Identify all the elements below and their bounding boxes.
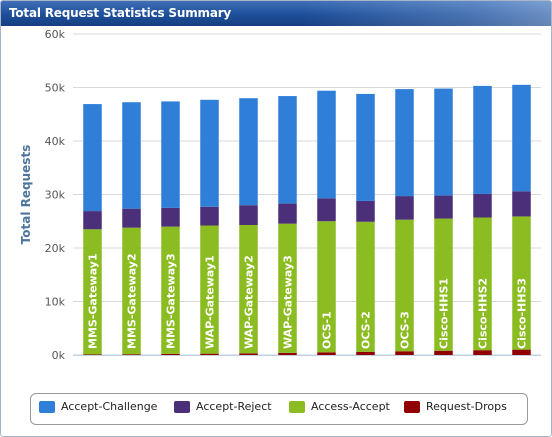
category-label: OCS-3 xyxy=(399,311,412,349)
bar-segment xyxy=(317,90,336,199)
bar-segment xyxy=(395,219,414,352)
panel-title: Total Request Statistics Summary xyxy=(9,6,232,20)
bar-segment xyxy=(395,196,414,220)
bar-segment xyxy=(83,211,102,230)
legend-swatch-accept-reject xyxy=(174,401,190,413)
bar-segment xyxy=(200,206,219,226)
legend-swatch-request-drops xyxy=(404,401,420,413)
bar-segment xyxy=(473,217,492,351)
bar-segment xyxy=(122,227,141,355)
y-tick-label: 30k xyxy=(45,189,66,202)
category-label: Cisco-HHS3 xyxy=(516,278,529,349)
bar-segment xyxy=(161,226,180,354)
stacked-bar-chart: 0k 10k 20k 30k 40k 50k 60k Total Requests MMS-Ga… xyxy=(19,28,541,362)
category-label: Cisco-HHS2 xyxy=(477,278,490,349)
y-tick-label: 60k xyxy=(45,28,66,41)
bar-segment xyxy=(161,353,180,355)
bar-segment xyxy=(161,101,180,208)
bar-segment xyxy=(512,349,531,355)
bar-segment xyxy=(356,221,375,352)
bar-segment xyxy=(434,218,453,351)
bar-segment xyxy=(122,102,141,209)
bar-segment xyxy=(317,352,336,355)
bar-segment xyxy=(356,351,375,355)
title-bar-gloss xyxy=(301,1,551,26)
bar-segment xyxy=(83,104,102,212)
bar-segment xyxy=(434,195,453,219)
bar-segment xyxy=(161,207,180,227)
bar-segment xyxy=(83,354,102,355)
bar-segment xyxy=(200,99,219,207)
bar-segment xyxy=(356,93,375,201)
category-label: WAP-Gateway2 xyxy=(243,255,256,349)
category-label: Cisco-HHS1 xyxy=(438,278,451,349)
y-tick-label: 10k xyxy=(45,296,66,309)
legend-swatch-access-accept xyxy=(289,401,305,413)
category-label: OCS-1 xyxy=(321,311,334,349)
category-label: WAP-Gateway3 xyxy=(282,255,295,349)
bar-segment xyxy=(512,191,531,217)
y-tick-label: 20k xyxy=(45,242,66,255)
bar-segment xyxy=(395,351,414,355)
bar-segment xyxy=(473,350,492,355)
y-axis-title: Total Requests xyxy=(19,145,33,245)
bar-segment xyxy=(239,205,258,225)
category-label: MMS-Gateway1 xyxy=(87,253,100,349)
chart-legend: Accept-Challenge Accept-Reject Access-Ac… xyxy=(30,393,528,425)
y-tick-label: 50k xyxy=(45,82,66,95)
legend-label-access-accept: Access-Accept xyxy=(311,400,390,413)
category-label: OCS-2 xyxy=(360,311,373,349)
panel-title-bar: Total Request Statistics Summary xyxy=(1,1,551,26)
bar-segment xyxy=(395,89,414,197)
bar-segment xyxy=(356,200,375,222)
bar-segment xyxy=(434,88,453,196)
legend-swatch-accept-challenge xyxy=(39,401,55,413)
bar-segment xyxy=(473,85,492,194)
bar-segment xyxy=(278,96,297,204)
bar-segment xyxy=(278,223,297,353)
bar-segment xyxy=(239,98,258,206)
bar-segment xyxy=(512,216,531,350)
bar-segment xyxy=(278,203,297,224)
bar-segment xyxy=(434,350,453,355)
legend-label-accept-challenge: Accept-Challenge xyxy=(61,400,158,413)
bar-segment xyxy=(278,352,297,355)
y-tick-label: 0k xyxy=(52,349,66,362)
category-label: WAP-Gateway1 xyxy=(204,255,217,349)
bar-segment xyxy=(200,225,219,354)
category-label: MMS-Gateway3 xyxy=(165,253,178,349)
bar-segment xyxy=(317,221,336,353)
legend-label-request-drops: Request-Drops xyxy=(426,400,507,413)
bar-segment xyxy=(512,84,531,192)
bar-segment xyxy=(473,193,492,218)
bar-segment xyxy=(83,229,102,355)
bar-segment xyxy=(200,353,219,355)
bar-segment xyxy=(239,353,258,355)
y-tick-label: 40k xyxy=(45,135,66,148)
bar-segment xyxy=(239,224,258,354)
bar-segment xyxy=(122,208,141,228)
bar-segment xyxy=(122,354,141,355)
category-label: MMS-Gateway2 xyxy=(126,253,139,349)
bar-segment xyxy=(317,198,336,222)
legend-label-accept-reject: Accept-Reject xyxy=(196,400,272,413)
